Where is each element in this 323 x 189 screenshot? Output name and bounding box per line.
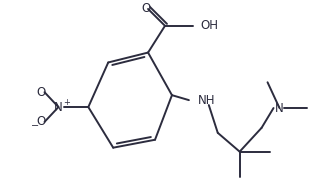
Text: N: N [54, 101, 63, 114]
Text: O: O [141, 2, 151, 15]
Text: O: O [36, 86, 45, 99]
Text: −: − [30, 121, 39, 131]
Text: NH: NH [198, 94, 215, 107]
Text: OH: OH [201, 19, 219, 32]
Text: +: + [63, 98, 70, 107]
Text: O: O [36, 115, 45, 128]
Text: N: N [275, 101, 284, 115]
